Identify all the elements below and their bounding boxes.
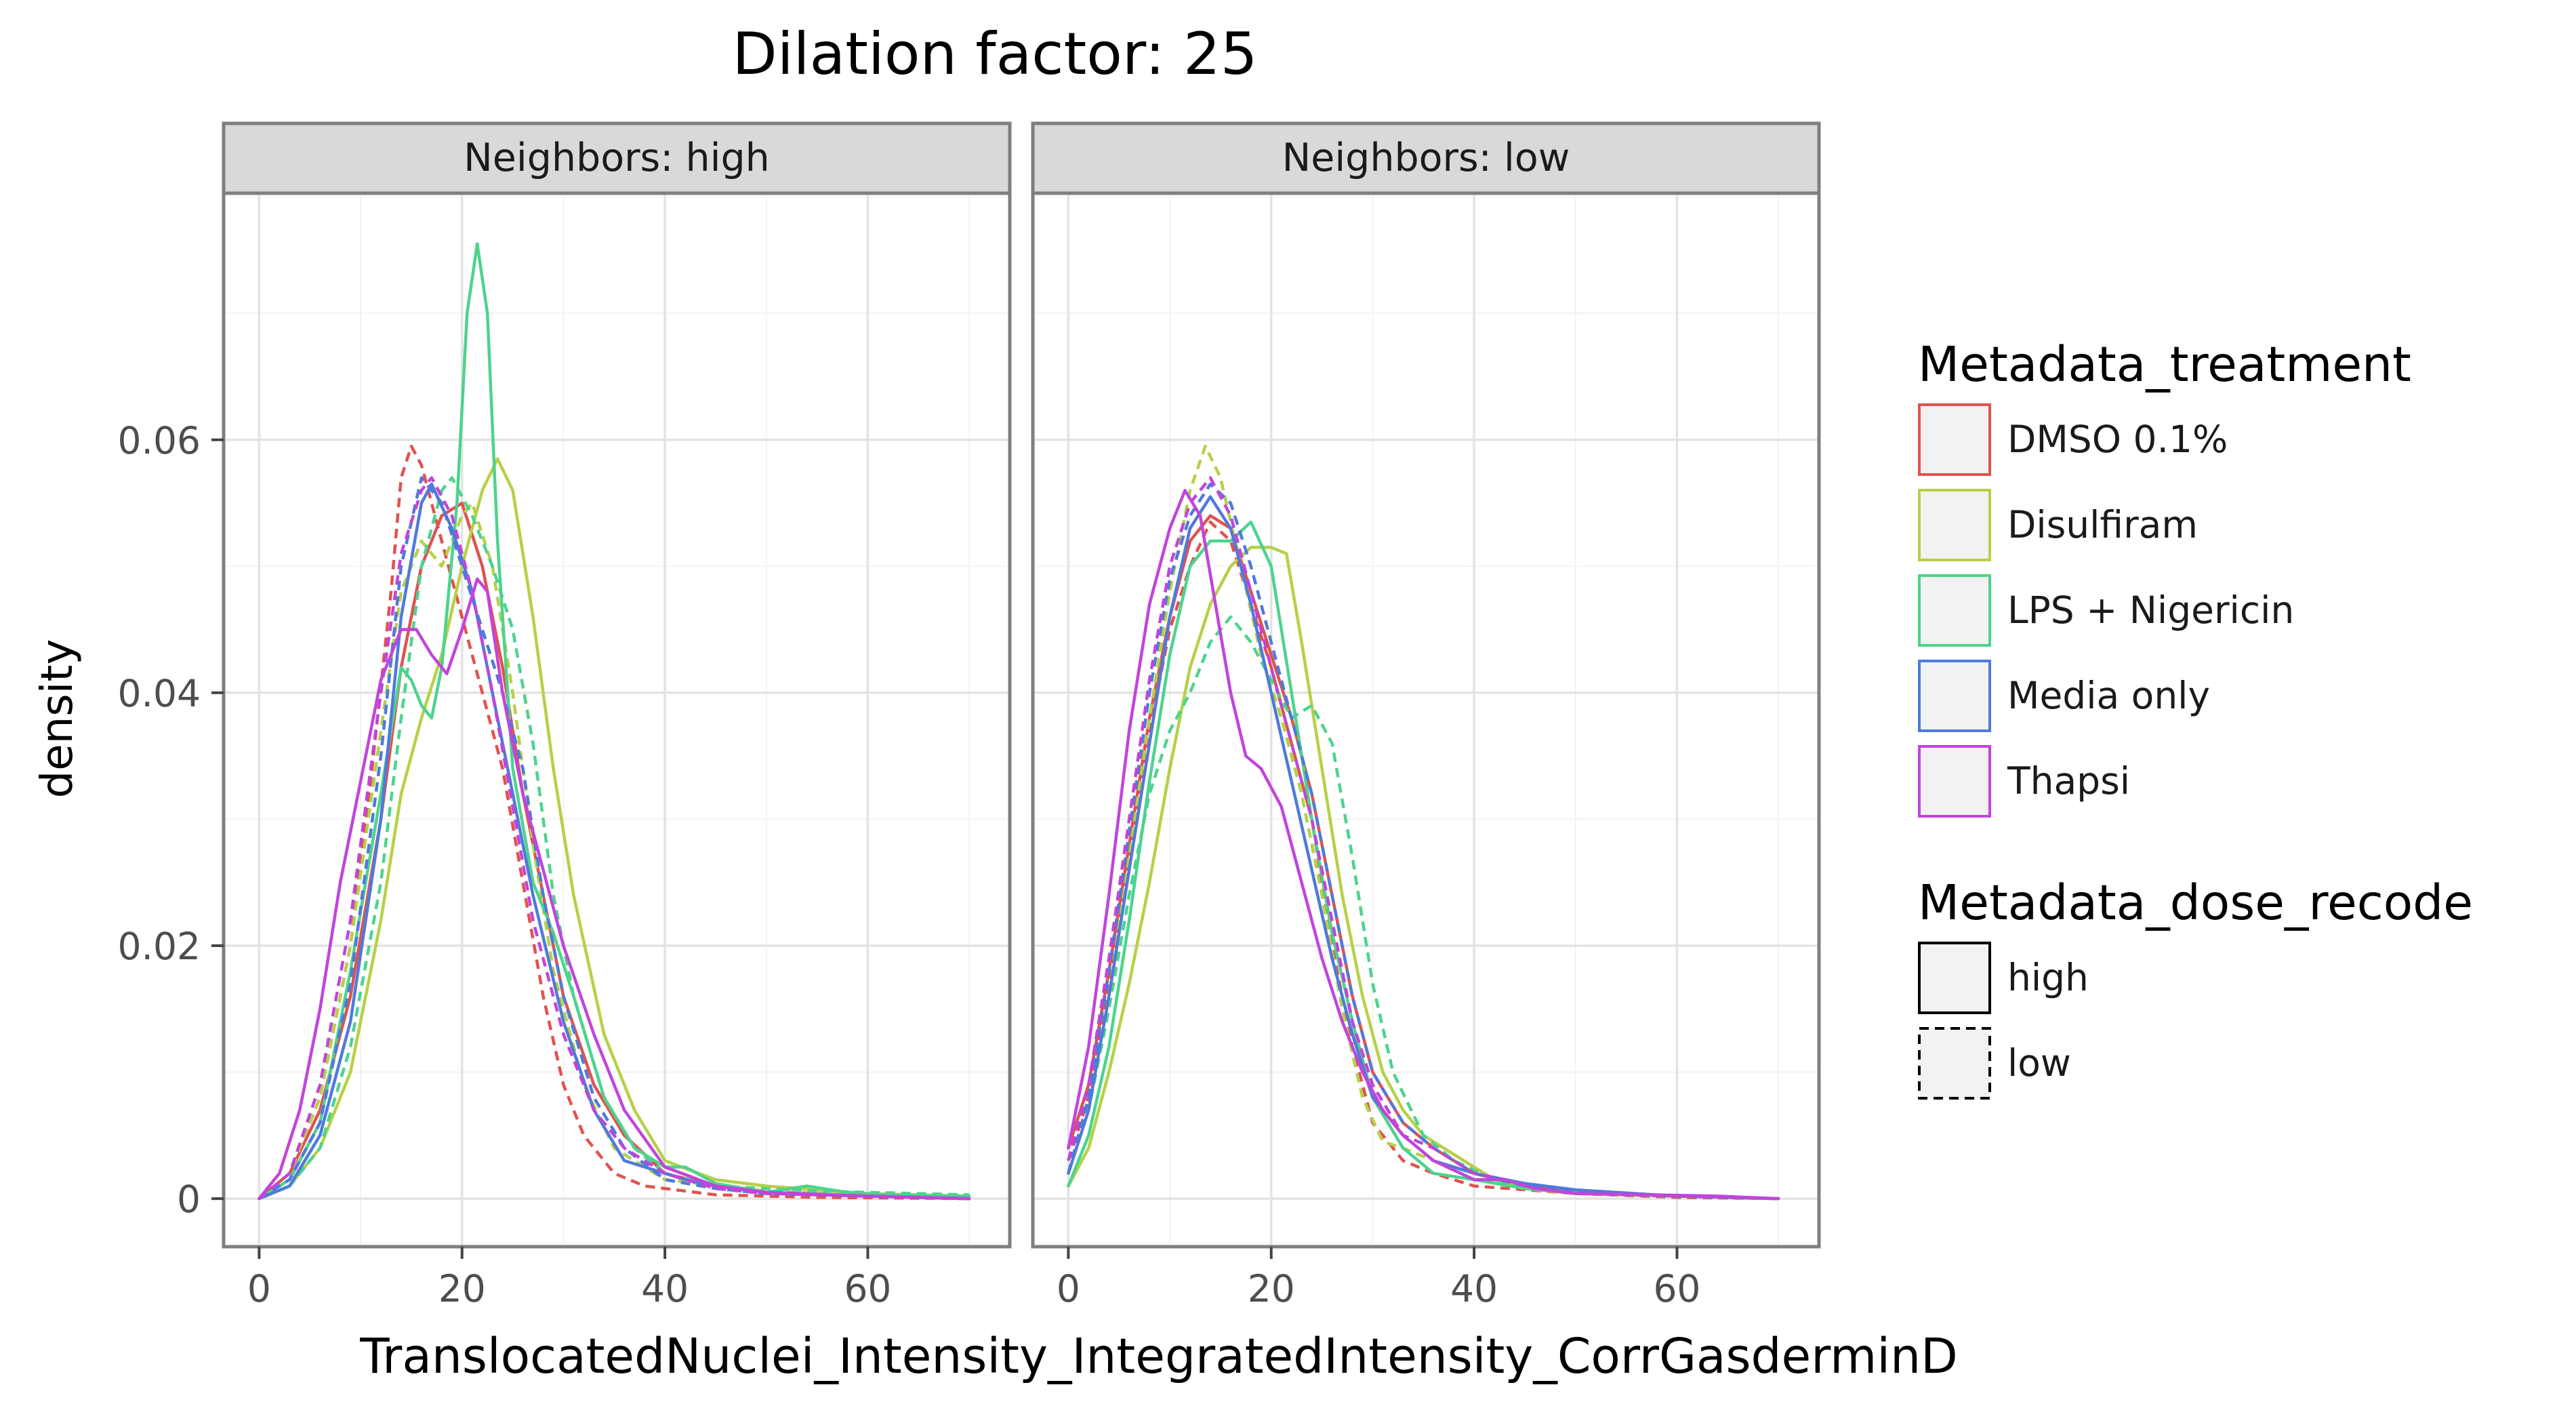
x-tick-label: 20	[1248, 1267, 1295, 1310]
legend-label-treatment: Media only	[2007, 674, 2210, 717]
legend-label-treatment: DMSO 0.1%	[2007, 418, 2228, 461]
y-tick-label: 0	[177, 1178, 201, 1221]
facet-strip	[1031, 121, 1821, 195]
legend: Metadata_treatment DMSO 0.1% Disulfiram LPS…	[1918, 336, 2473, 1100]
density-line-thapsi-high	[258, 577, 971, 1201]
legend-key-dose	[1918, 942, 1991, 1014]
density-line-disulfiram-high	[258, 457, 971, 1201]
legend-key-treatment	[1918, 574, 1991, 647]
legend-title-treatment: Metadata_treatment	[1918, 336, 2411, 393]
legend-key-treatment	[1918, 660, 1991, 732]
legend-label-dose: low	[2007, 1041, 2071, 1085]
panel-high: Neighbors: high 0 20 40 60 0 0.02 0.04 0.06	[118, 121, 1012, 1310]
y-tick-label: 0.04	[118, 672, 201, 715]
panel-low: Neighbors: low 0 20 40 60	[1031, 121, 1821, 1310]
legend-label-treatment: Thapsi	[2007, 759, 2130, 803]
x-tick-label: 40	[1450, 1267, 1498, 1310]
legend-label-treatment: Disulfiram	[2007, 503, 2198, 546]
density-line-thapsi-low	[1067, 476, 1779, 1201]
legend-key-treatment	[1918, 489, 1991, 561]
x-tick-label: 40	[641, 1267, 689, 1310]
facet-strip-label: Neighbors: low	[1282, 136, 1570, 180]
legend-label-treatment: LPS + Nigericin	[2007, 588, 2294, 632]
density-line-lps-nigericin-low	[258, 476, 970, 1201]
y-axis-label: density	[33, 639, 83, 799]
x-tick-label: 0	[247, 1267, 271, 1310]
x-tick-label: 60	[1653, 1267, 1700, 1310]
y-tick-label: 0.02	[118, 925, 201, 968]
panel-background	[224, 193, 1010, 1247]
x-tick-label: 0	[1057, 1267, 1080, 1310]
density-line-lps-nigericin-high	[1067, 520, 1780, 1201]
density-line-thapsi-high	[1067, 489, 1780, 1201]
x-axis-label: TranslocatedNuclei_Intensity_IntegratedI…	[359, 1328, 1958, 1384]
panel-background	[1033, 193, 1819, 1247]
legend-key-dose	[1918, 1027, 1991, 1100]
legend-key-treatment	[1918, 403, 1991, 476]
y-tick-label: 0.06	[118, 419, 201, 462]
density-line-thapsi-low	[258, 476, 970, 1201]
facet-strip	[222, 121, 1012, 195]
legend-title-dose: Metadata_dose_recode	[1918, 875, 2473, 931]
facet-strip-label: Neighbors: high	[464, 136, 770, 180]
legend-key-treatment	[1918, 745, 1991, 818]
chart-title: Dilation factor: 25	[733, 20, 1258, 88]
x-tick-label: 60	[844, 1267, 891, 1310]
x-tick-label: 20	[438, 1267, 486, 1310]
density-line-disulfiram-low	[1067, 444, 1779, 1201]
legend-label-dose: high	[2007, 956, 2089, 999]
